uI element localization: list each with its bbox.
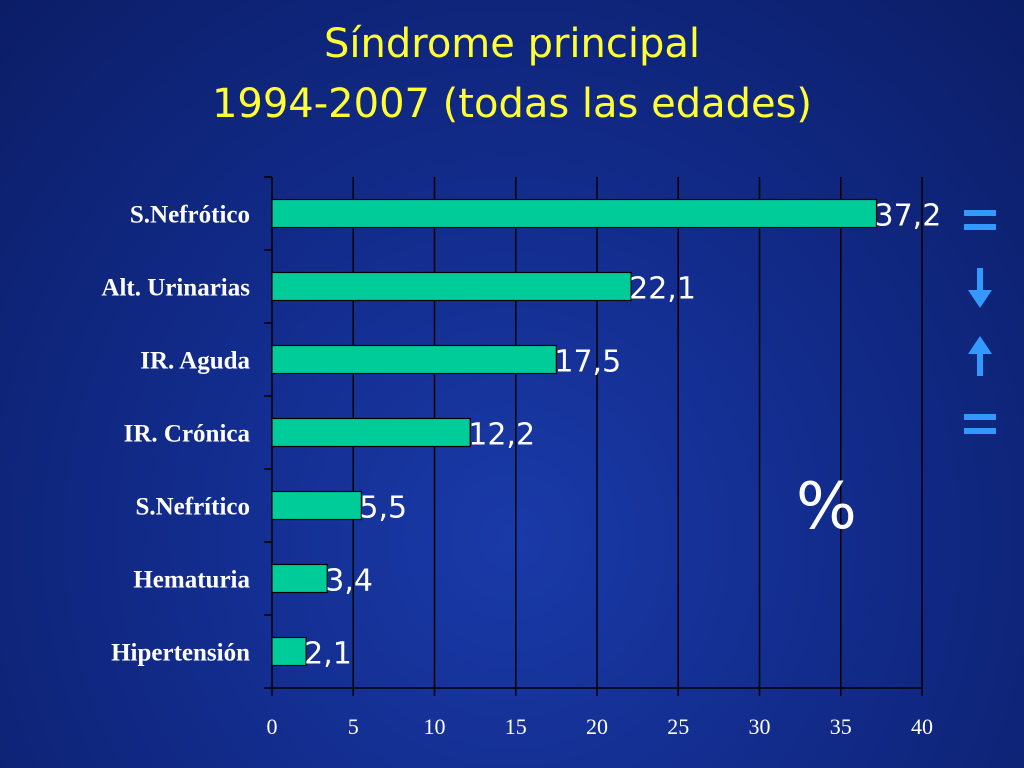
data-label: 22,1	[629, 272, 696, 307]
category-label: IR. Crónica	[124, 421, 251, 448]
category-label: S.Nefrótico	[130, 202, 250, 229]
arrow-up-icon	[952, 334, 1008, 383]
bar	[271, 490, 362, 521]
x-tick-label: 15	[505, 714, 527, 739]
data-label: 5,5	[359, 491, 407, 526]
x-tick-label: 20	[586, 714, 608, 739]
x-tick-label: 0	[267, 714, 278, 739]
unit-label: %	[796, 470, 857, 544]
data-label: 2,1	[304, 637, 352, 672]
x-tick-label: 35	[830, 714, 852, 739]
bar	[271, 198, 878, 229]
arrow-down-icon	[952, 266, 1008, 315]
x-tick-label: 10	[424, 714, 446, 739]
data-label: 37,2	[875, 199, 942, 234]
x-tick-label: 30	[749, 714, 771, 739]
category-label: Hematuria	[133, 567, 250, 594]
x-tick-label: 40	[911, 714, 933, 739]
data-label: 3,4	[325, 564, 373, 599]
data-label: 12,2	[468, 418, 535, 453]
chart-title-line-2: 1994-2007 (todas las edades)	[211, 81, 813, 127]
bar	[271, 636, 307, 667]
x-tick-label: 25	[667, 714, 689, 739]
equal-icon	[952, 200, 1008, 245]
category-label: Hipertensión	[111, 640, 250, 667]
category-label: S.Nefrítico	[135, 494, 250, 521]
category-label: Alt. Urinarias	[101, 275, 250, 302]
chart-title-line-1: Síndrome principal	[324, 21, 700, 67]
equal-icon	[952, 404, 1008, 449]
bar	[271, 271, 632, 302]
bar	[271, 344, 557, 375]
category-label: IR. Aguda	[140, 348, 250, 375]
bar	[271, 417, 471, 448]
data-label: 17,5	[554, 345, 621, 380]
x-tick-label: 5	[348, 714, 359, 739]
bar	[271, 563, 328, 594]
